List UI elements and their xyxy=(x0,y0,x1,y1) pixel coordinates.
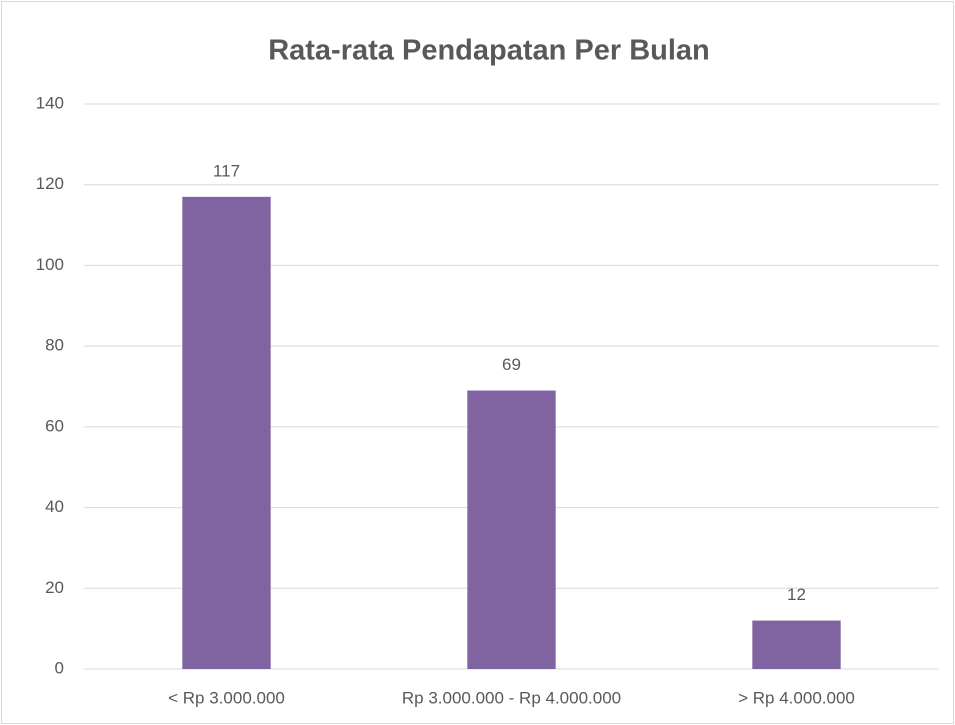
y-tick-label: 60 xyxy=(45,416,64,435)
data-label: 12 xyxy=(787,585,806,604)
y-tick-label: 20 xyxy=(45,578,64,597)
chart-title: Rata-rata Pendapatan Per Bulan xyxy=(268,35,710,67)
data-label: 69 xyxy=(502,355,521,374)
y-tick-label: 40 xyxy=(45,497,64,516)
y-tick-label: 140 xyxy=(36,93,64,112)
y-tick-label: 0 xyxy=(55,658,64,677)
bar xyxy=(182,196,271,670)
y-tick-label: 80 xyxy=(45,336,64,355)
x-tick-label: Rp 3.000.000 - Rp 4.000.000 xyxy=(402,688,621,707)
y-tick-label: 120 xyxy=(36,174,64,193)
bar xyxy=(467,390,556,669)
y-tick-label: 100 xyxy=(36,255,64,274)
bar xyxy=(752,620,841,669)
x-tick-label: < Rp 3.000.000 xyxy=(168,688,285,707)
x-tick-label: > Rp 4.000.000 xyxy=(738,688,855,707)
data-label: 117 xyxy=(213,161,240,180)
